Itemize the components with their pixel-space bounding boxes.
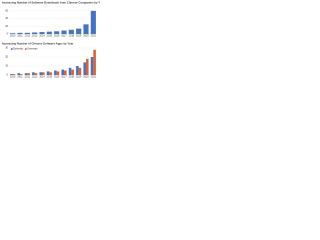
bar — [34, 73, 38, 75]
x-tick-label: 2011 — [17, 76, 23, 79]
bar — [61, 30, 67, 34]
x-tick-label: 2014 — [39, 76, 45, 79]
y-tick-label: 20 — [5, 25, 8, 28]
x-tick-label: 2011 — [17, 35, 23, 38]
bar — [42, 72, 45, 75]
bar — [24, 73, 28, 75]
bar — [78, 67, 82, 75]
x-tick-label: 2020 — [83, 35, 89, 38]
x-tick-label: 2014 — [39, 35, 45, 38]
chart-title: Increasing Number of Chinese Software Ap… — [2, 42, 74, 46]
bar — [46, 71, 50, 75]
x-tick-label: 2013 — [32, 76, 38, 79]
bar — [17, 32, 23, 34]
chart-title: Increasing Number of Software Downloads … — [2, 1, 100, 5]
bar — [10, 33, 16, 34]
bar — [27, 73, 30, 75]
bar — [90, 57, 94, 75]
bar — [86, 58, 89, 75]
bar — [68, 29, 74, 34]
bar — [64, 70, 67, 75]
x-tick-label: 2021 — [91, 35, 97, 38]
bar — [10, 74, 13, 75]
x-tick-label: 2018 — [69, 76, 75, 79]
bar — [83, 62, 86, 75]
x-tick-label: 2018 — [69, 35, 75, 38]
x-tick-label: 2015 — [47, 35, 53, 38]
x-tick-label: 2016 — [54, 76, 60, 79]
x-tick-label: 2016 — [54, 35, 60, 38]
x-tick-label: 2019 — [76, 35, 82, 38]
bar — [32, 72, 35, 75]
x-tick-label: 2019 — [76, 76, 82, 79]
bar — [71, 69, 74, 75]
bar — [54, 31, 60, 34]
x-tick-label: 2010 — [10, 35, 16, 38]
x-tick-label: 2010 — [10, 76, 16, 79]
bar — [39, 72, 42, 75]
charts: Increasing Number of Software Downloads … — [2, 1, 100, 79]
y-tick-label: 0 — [7, 33, 9, 36]
bar — [93, 49, 96, 75]
bar — [76, 28, 82, 34]
x-tick-label: 2017 — [61, 76, 67, 79]
bar — [12, 74, 16, 75]
y-tick-label: 20 — [5, 56, 8, 59]
legend-label: Domestic — [13, 48, 24, 51]
bar — [49, 72, 52, 75]
x-tick-label: 2021 — [91, 76, 97, 79]
x-tick-label: 2013 — [32, 35, 38, 38]
y-tick-label: 10 — [5, 65, 8, 68]
bar — [61, 69, 64, 75]
bar — [32, 32, 38, 34]
bar — [20, 74, 23, 75]
legend-swatch — [11, 48, 13, 50]
legend-label: Overseas — [27, 48, 38, 51]
x-tick-label: 2015 — [47, 76, 53, 79]
y-tick-label: 0 — [7, 74, 9, 77]
bar — [46, 31, 52, 34]
bar — [76, 66, 79, 75]
bar — [24, 32, 30, 34]
bar — [56, 71, 60, 75]
x-tick-label: 2012 — [25, 35, 31, 38]
legend-swatch — [25, 48, 27, 50]
bar — [90, 10, 96, 34]
y-tick-label: 30 — [5, 47, 8, 50]
bar — [68, 67, 72, 75]
bar — [54, 70, 57, 75]
x-tick-label: 2020 — [83, 76, 89, 79]
y-tick-label: 40 — [5, 17, 8, 20]
x-tick-label: 2012 — [25, 76, 31, 79]
y-tick-label: 60 — [5, 9, 8, 12]
bar — [83, 24, 89, 34]
bar — [17, 73, 20, 75]
bar — [39, 32, 45, 34]
x-tick-label: 2017 — [61, 35, 67, 38]
